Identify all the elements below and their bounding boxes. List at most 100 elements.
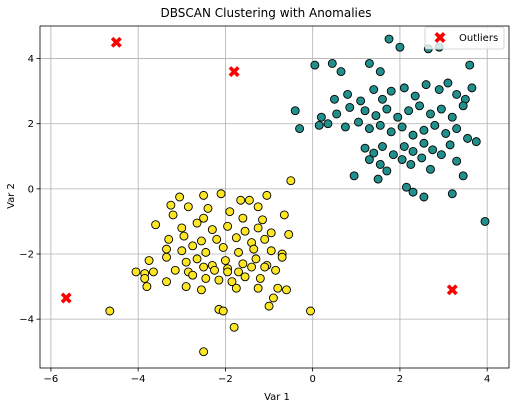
cluster-a-point <box>419 138 429 148</box>
cluster-b-point <box>199 190 209 200</box>
cluster-b-point <box>170 265 180 275</box>
legend-outlier-x-icon <box>434 32 446 43</box>
cluster-a-point <box>369 148 379 158</box>
cluster-b-point <box>251 254 261 264</box>
cluster-a-point <box>441 129 451 138</box>
cluster-a-point <box>356 96 366 106</box>
outlier-point <box>110 36 122 48</box>
cluster-b-point <box>279 210 289 220</box>
cluster-b-point <box>266 228 276 238</box>
cluster-a-point <box>458 171 468 181</box>
grid-lines <box>40 26 509 368</box>
cluster-b-point <box>148 267 158 277</box>
cluster-b-point <box>234 267 243 277</box>
cluster-a-point <box>419 125 429 135</box>
cluster-b-point <box>203 203 213 213</box>
cluster-b-point <box>266 246 276 256</box>
cluster-b-point <box>105 306 115 316</box>
x-tick-label: 2 <box>397 374 403 385</box>
cluster-b-point <box>234 247 243 257</box>
legend: Outliers <box>424 26 505 50</box>
cluster-b-point <box>183 202 193 212</box>
cluster-b-point <box>212 234 222 244</box>
cluster-b-point <box>231 283 241 293</box>
cluster-b-point <box>131 267 141 277</box>
cluster-b-point <box>162 277 171 287</box>
y-tick-label: −4 <box>19 315 34 326</box>
cluster-a-point <box>343 89 353 99</box>
cluster-a-point <box>447 189 457 199</box>
cluster-a-point <box>378 142 387 151</box>
cluster-b-point <box>284 230 294 239</box>
cluster-a-point <box>314 120 324 130</box>
x-tick-label: −4 <box>131 374 146 385</box>
cluster-b-point <box>181 257 191 267</box>
cluster-b-point <box>196 285 206 295</box>
cluster-b-point <box>201 273 211 283</box>
cluster-b-point <box>164 234 174 244</box>
cluster-b-point <box>258 215 267 225</box>
cluster-b-point <box>244 195 254 205</box>
cluster-b-point <box>236 195 246 205</box>
cluster-a-point <box>434 85 444 94</box>
cluster-a-point <box>467 83 477 93</box>
cluster-a-point <box>384 34 394 44</box>
cluster-a-point <box>382 104 392 114</box>
cluster-a-point <box>465 60 475 70</box>
cluster-b-point <box>175 192 185 202</box>
cluster-a-point <box>332 109 342 119</box>
cluster-a-point <box>452 156 462 166</box>
cluster-a-point <box>421 80 431 90</box>
cluster-a-point <box>445 140 455 150</box>
y-tick-label: 2 <box>28 119 34 130</box>
x-tick-label: 4 <box>484 374 490 385</box>
cluster-a-point <box>458 101 468 111</box>
cluster-b-point <box>271 265 281 275</box>
cluster-a-point <box>371 111 381 121</box>
cluster-a-point <box>436 150 446 160</box>
cluster-a-point <box>430 120 440 130</box>
cluster-b-point <box>247 262 257 272</box>
y-tick-label: −2 <box>19 250 34 261</box>
cluster-b-point <box>214 275 224 285</box>
cluster-a-point <box>395 42 405 52</box>
cluster-b-point <box>188 241 198 251</box>
cluster-b-point <box>238 213 248 223</box>
cluster-a-point <box>406 159 416 169</box>
cluster-a-point <box>408 146 418 156</box>
cluster-a-point <box>452 89 462 99</box>
cluster-a-point <box>408 187 418 197</box>
cluster-b-point <box>192 218 202 228</box>
chart-title: DBSCAN Clustering with Anomalies <box>161 6 372 20</box>
cluster-a-point <box>330 94 339 104</box>
cluster-b-point <box>253 283 263 293</box>
cluster-b-point <box>162 244 171 254</box>
cluster-b-point <box>210 265 219 275</box>
cluster-b-point <box>144 256 154 265</box>
cluster-a-point <box>426 164 435 174</box>
cluster-a-point <box>436 104 446 114</box>
cluster-b-point <box>240 272 250 282</box>
cluster-a-point <box>375 67 385 77</box>
cluster-b-point <box>306 306 315 316</box>
cluster-a-point <box>310 60 320 70</box>
cluster-a-point <box>452 124 462 134</box>
outlier-point <box>446 284 458 296</box>
cluster-b-point <box>162 252 171 262</box>
cluster-a-point <box>345 102 355 112</box>
legend-box <box>424 26 505 50</box>
y-axis-label: Var 2 <box>6 183 17 209</box>
cluster-b-point <box>231 233 241 243</box>
cluster-a-point <box>364 124 374 134</box>
cluster-a-point <box>463 133 473 143</box>
cluster-b-point <box>218 243 228 252</box>
cluster-b-point <box>227 277 237 287</box>
cluster-a-point <box>426 109 435 119</box>
cluster-a-point <box>360 143 370 153</box>
cluster-a-point <box>354 117 363 127</box>
cluster-a-point <box>382 166 392 176</box>
cluster-b-point <box>168 210 178 220</box>
outlier-point <box>60 292 72 304</box>
cluster-b-point <box>240 226 250 236</box>
